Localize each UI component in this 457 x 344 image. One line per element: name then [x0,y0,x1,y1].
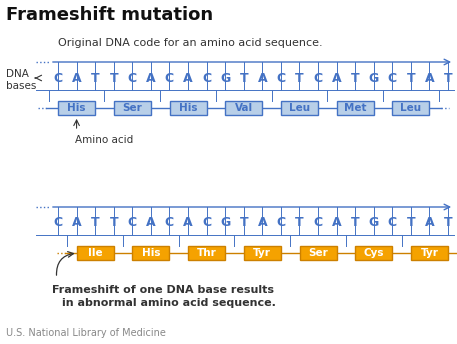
Text: A: A [72,72,81,85]
Text: Frameshift of one DNA base results: Frameshift of one DNA base results [52,285,274,295]
Text: C: C [165,72,174,85]
Text: T: T [239,72,248,85]
Text: C: C [53,216,63,229]
Text: T: T [109,216,118,229]
Text: T: T [295,216,304,229]
Text: Thr: Thr [197,248,217,258]
Text: Frameshift mutation: Frameshift mutation [6,6,213,24]
Text: G: G [220,72,230,85]
Text: C: C [202,216,211,229]
Text: A: A [425,216,434,229]
Text: bases: bases [6,81,37,91]
FancyBboxPatch shape [244,246,281,260]
Text: C: C [128,216,137,229]
FancyBboxPatch shape [281,101,318,115]
Text: Tyr: Tyr [420,248,438,258]
Text: C: C [388,72,397,85]
Text: Original DNA code for an amino acid sequence.: Original DNA code for an amino acid sequ… [58,38,323,48]
Text: A: A [425,72,434,85]
Text: T: T [444,72,452,85]
Text: C: C [276,216,286,229]
FancyBboxPatch shape [393,101,430,115]
Text: Cys: Cys [363,248,384,258]
Text: Amino acid: Amino acid [74,135,133,145]
Text: G: G [369,216,379,229]
Text: T: T [444,216,452,229]
Text: A: A [183,216,193,229]
Text: Met: Met [344,103,367,113]
Text: Ser: Ser [122,103,142,113]
Text: His: His [179,103,197,113]
Text: C: C [53,72,63,85]
Text: Val: Val [234,103,253,113]
Text: C: C [128,72,137,85]
Text: Leu: Leu [400,103,421,113]
Text: A: A [332,216,341,229]
Text: His: His [67,103,86,113]
Text: T: T [91,216,100,229]
Text: G: G [220,216,230,229]
FancyBboxPatch shape [411,246,448,260]
FancyBboxPatch shape [225,101,262,115]
Text: T: T [239,216,248,229]
Text: T: T [109,72,118,85]
Text: A: A [257,216,267,229]
Text: C: C [202,72,211,85]
Text: Leu: Leu [289,103,310,113]
FancyBboxPatch shape [170,101,207,115]
Text: U.S. National Library of Medicine: U.S. National Library of Medicine [6,328,166,338]
Text: A: A [146,216,156,229]
Text: C: C [388,216,397,229]
FancyBboxPatch shape [337,101,374,115]
FancyBboxPatch shape [114,101,151,115]
Text: T: T [91,72,100,85]
Text: C: C [165,216,174,229]
Text: C: C [314,72,323,85]
Text: C: C [314,216,323,229]
Text: A: A [183,72,193,85]
Text: T: T [407,216,415,229]
Text: His: His [142,248,160,258]
FancyBboxPatch shape [133,246,170,260]
Text: DNA: DNA [6,69,29,79]
Text: A: A [332,72,341,85]
FancyBboxPatch shape [355,246,392,260]
Text: A: A [72,216,81,229]
FancyBboxPatch shape [299,246,336,260]
Text: Ile: Ile [88,248,102,258]
Text: C: C [276,72,286,85]
FancyBboxPatch shape [58,101,95,115]
Text: in abnormal amino acid sequence.: in abnormal amino acid sequence. [62,298,276,308]
Text: Tyr: Tyr [253,248,271,258]
Text: A: A [257,72,267,85]
Text: T: T [351,72,360,85]
FancyBboxPatch shape [77,246,114,260]
Text: G: G [369,72,379,85]
Text: A: A [146,72,156,85]
Text: T: T [407,72,415,85]
Text: T: T [295,72,304,85]
FancyBboxPatch shape [188,246,225,260]
Text: Ser: Ser [308,248,328,258]
Text: T: T [351,216,360,229]
